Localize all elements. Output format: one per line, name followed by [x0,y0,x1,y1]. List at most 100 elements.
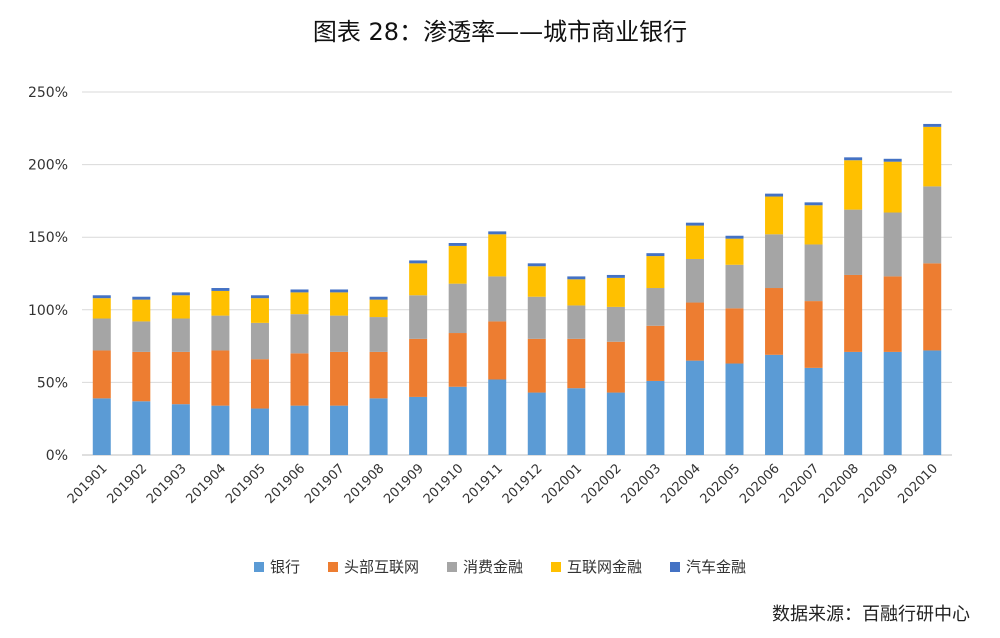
bar-segment [290,314,309,354]
bar-segment [725,308,744,364]
bar-segment [211,350,230,406]
bar-segment [488,379,507,455]
legend: 银行 头部互联网 消费金融 互联网金融 汽车金融 [0,556,1000,577]
legend-item: 银行 [253,556,300,577]
bar-segment [250,298,269,323]
bar-segment [488,231,507,235]
bar-segment [211,315,230,351]
bar-segment [211,288,230,291]
bar-segment [369,317,388,352]
bar-segment [606,306,625,342]
bar-segment [448,386,467,455]
bar-segment [409,338,428,397]
bar-segment [132,296,151,300]
bar-segment [923,350,942,455]
bar-segment [923,263,942,351]
bar-segment [804,367,823,455]
y-tick-label: 100% [28,303,68,319]
x-tick-label: 201907 [302,461,348,507]
legend-item: 汽车金融 [670,556,746,577]
bar-segment [725,235,744,239]
bar-segment [844,157,863,161]
legend-swatch [670,561,681,572]
bar-segment [725,264,744,309]
bar-segment [330,289,349,293]
bar-segment [844,160,863,210]
bar-segment [488,234,507,277]
bar-segment [330,315,349,352]
bar-segment [923,186,942,264]
bar-segment [92,350,111,399]
bar-segment [171,295,190,319]
bar-segment [92,295,111,299]
legend-item: 互联网金融 [551,556,642,577]
x-tick-label: 201902 [104,461,150,507]
x-tick-label: 202001 [539,461,585,507]
bar-segment [369,299,388,318]
x-tick-label: 201904 [184,461,230,507]
bar-segment [92,298,111,319]
bar-segment [369,351,388,399]
x-tick-label: 201908 [342,461,388,507]
bar-segment [765,193,784,197]
x-tick-label: 202005 [698,461,744,507]
bar-segment [448,243,467,246]
chart-title: 图表 28：渗透率——城市商业银行 [312,18,688,46]
x-tick-label: 201901 [65,461,111,507]
y-axis-ticks: 0% 50% 100% 150% 200% 250% [28,85,68,464]
bar-segment [883,276,902,352]
x-tick-label: 202009 [856,461,902,507]
bar-segment [92,398,111,455]
bar-segment [804,202,823,206]
bar-segment [646,253,665,257]
bar-segment [369,398,388,455]
bar-segment [883,158,902,162]
legend-label: 头部互联网 [343,558,419,576]
x-tick-label: 201909 [381,461,427,507]
bar-segment [330,292,349,316]
bar-segment [685,302,704,361]
bar-segment [409,260,428,264]
bar-segment [448,333,467,387]
bar-segment [171,318,190,352]
bar-segment [923,123,942,127]
source-note: 数据来源：百融行研中心 [772,604,970,625]
x-tick-label: 202008 [816,461,862,507]
bar-segment [211,405,230,455]
bar-segment [250,359,269,409]
bar-segment [646,256,665,289]
bar-segment [685,222,704,226]
bar-segment [844,351,863,455]
x-tick-label: 201912 [500,461,546,507]
x-tick-label: 202003 [619,461,665,507]
bar-segment [290,289,309,293]
bar-segment [883,161,902,213]
bar-segment [171,292,190,296]
bar-segment [488,321,507,380]
legend-label: 互联网金融 [567,558,643,576]
y-tick-label: 50% [37,375,68,391]
bar-segment [250,295,269,299]
bar-segment [132,299,151,322]
bar-segment [211,290,230,316]
bar-segment [765,234,784,289]
bar-segment [92,318,111,351]
bar-segment [171,404,190,455]
bar-segment [567,388,586,455]
bar-segment [132,321,151,352]
x-tick-label: 201905 [223,461,269,507]
bar-segment [567,276,586,280]
bar-segment [923,126,942,187]
bar-segment [646,288,665,326]
bar-segment [804,301,823,368]
y-tick-label: 150% [28,230,68,246]
x-tick-label: 202007 [777,461,823,507]
legend-swatch [327,561,338,572]
bar-segment [765,196,784,235]
bars [92,123,942,455]
bar-segment [369,296,388,300]
bar-segment [409,396,428,455]
bar-segment [804,205,823,245]
bar-segment [330,351,349,406]
bar-segment [409,263,428,296]
